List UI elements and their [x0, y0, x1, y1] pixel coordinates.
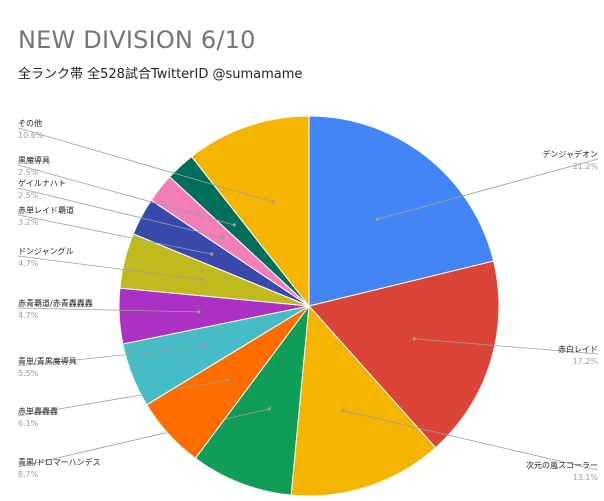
slice-10-percent: 2.5%: [18, 191, 39, 200]
chart-title: NEW DIVISION 6/10: [18, 26, 256, 54]
slice-8-percent: 4.7%: [18, 259, 39, 268]
slice-9-percent: 3.2%: [18, 218, 39, 227]
slice-4-wedge: [194, 304, 310, 496]
slice-9-label: 赤単レイド覇道: [18, 205, 74, 215]
slice-8-leader-line: [17, 255, 203, 280]
slice-5-label: 赤単轟轟轟: [18, 406, 58, 416]
slice-6-leader-line: [17, 345, 207, 367]
slice-1-wedge: [308, 115, 495, 307]
slice-12-percent: 10.6%: [18, 131, 44, 140]
slice-11-leader-line: [17, 164, 235, 226]
slice-1-label: デンジャデオン: [542, 149, 598, 159]
slice-3-label: 次元の嵐スコーラー: [526, 460, 598, 470]
chart-subtitle: 全ランク帯 全528試合TwitterID @sumamame: [18, 67, 303, 82]
slice-12-wedge: [190, 115, 310, 308]
slice-8-label: ドンジャングル: [18, 246, 74, 256]
slice-9-leader-line: [17, 214, 212, 255]
slice-4-percent: 8.7%: [18, 470, 39, 479]
slice-3-leader-line: [343, 410, 599, 471]
slice-3-percent: 13.1%: [573, 473, 599, 482]
slice-7-percent: 4.7%: [18, 311, 39, 320]
slice-1-percent: 21.2%: [573, 162, 599, 171]
slice-6-percent: 5.5%: [18, 369, 39, 378]
slice-12-leader-line: [17, 127, 274, 203]
slice-12-label: その他: [18, 118, 42, 128]
slice-11-label: 黒魔導具: [18, 155, 50, 165]
slice-10-leader-line: [17, 187, 223, 239]
slice-2-percent: 17.2%: [573, 357, 599, 366]
slice-4-label: 青黒/ドロマーハンデス: [18, 457, 101, 467]
slice-2-label: 赤白レイド: [558, 344, 598, 354]
slice-5-leader-line: [17, 379, 228, 417]
slice-6-label: 青単/青黒魔導具: [18, 356, 77, 366]
slice-7-label: 赤青覇道/赤青轟轟轟: [18, 298, 93, 308]
slice-2-wedge: [308, 260, 500, 449]
slice-4-leader-line: [17, 408, 270, 468]
slice-7-leader-line: [17, 307, 199, 313]
slice-1-leader-line: [376, 158, 599, 220]
slice-3-wedge: [290, 304, 437, 497]
slice-11-percent: 2.5%: [18, 168, 39, 177]
slice-10-label: ゲイルナハト: [18, 178, 66, 188]
slice-2-leader-line: [414, 338, 599, 355]
slice-5-percent: 6.1%: [18, 419, 39, 428]
